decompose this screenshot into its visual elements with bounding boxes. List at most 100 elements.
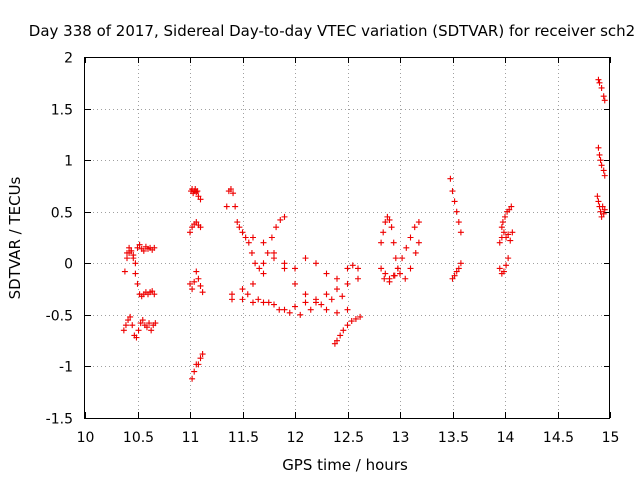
data-point [146,320,153,327]
data-point [197,355,204,362]
data-point [344,265,351,272]
data-point [323,291,330,298]
data-point [234,219,241,226]
data-point [344,306,351,313]
data-point [596,79,603,86]
data-point [498,224,505,231]
data-point [600,167,607,174]
data-point [276,306,283,313]
data-point [397,270,403,277]
data-point [250,234,256,241]
data-point [286,309,293,316]
data-point [133,334,140,341]
data-point [268,234,275,241]
data-point [323,270,330,277]
data-point [596,151,603,158]
data-point [508,203,515,210]
data-point [197,282,204,289]
data-point [199,289,206,296]
data-point [127,313,134,320]
data-point [394,265,401,272]
data-point [323,306,330,313]
data-point [134,280,141,287]
data-point [455,265,462,272]
data-point [260,239,267,246]
data-point [260,270,267,277]
data-point [271,301,277,308]
data-point [271,255,277,262]
data-point [500,229,507,236]
data-point [232,203,239,210]
data-point [120,327,127,334]
data-point [451,198,458,205]
data-point [334,275,340,282]
grid-layer [85,57,610,418]
data-point [302,291,309,298]
x-tick-label: 15 [602,430,620,446]
data-point [245,239,252,246]
data-point [447,175,454,182]
data-point [140,247,147,254]
series-sat-b [124,244,158,300]
x-tick-label: 14 [497,430,515,446]
series-sat-n [378,213,403,277]
data-point [382,219,389,226]
data-point [402,275,409,282]
data-point [352,315,359,322]
series-sat-j [229,275,361,313]
x-tick-label: 10 [77,430,95,446]
data-point [601,206,608,213]
data-point [403,244,410,251]
data-point [407,265,414,272]
data-point [255,296,262,303]
series-sat-h [223,186,288,272]
data-point [339,293,346,300]
series-sat-k [250,234,351,316]
data-point [126,244,133,251]
data-point [415,219,422,226]
y-tick-label: 1 [64,154,73,170]
data-point [415,239,422,246]
data-point [451,272,458,279]
x-tick-label: 12.5 [333,430,364,446]
data-point [239,296,246,303]
data-point [313,299,319,306]
data-point [382,270,389,277]
data-point [457,260,464,267]
y-tick-label: -1 [59,360,73,376]
series-sat-g [189,351,206,382]
data-point [189,375,196,382]
y-tick-label: 0 [64,257,73,273]
data-point [193,219,200,226]
data-point [506,206,513,213]
series-sat-d [188,186,204,203]
data-point [302,255,309,262]
data-point [381,275,388,282]
data-point [598,213,605,220]
data-point [189,286,196,293]
data-point [149,288,156,295]
data-point [189,224,196,231]
data-point [227,186,234,193]
data-point [509,229,516,236]
data-point [384,213,391,220]
series-sat-l [244,291,346,318]
data-point [244,291,251,298]
data-point [292,303,298,310]
data-point [598,84,605,91]
data-point [386,278,393,285]
data-point [595,76,602,83]
series-sat-t [496,229,516,246]
data-point [505,231,512,238]
y-tick-label: -1.5 [46,412,73,428]
data-point [264,249,271,256]
series-sat-u [496,255,512,277]
series-sat-c [121,241,158,275]
data-point [191,368,198,375]
x-tick-label: 12 [287,430,305,446]
data-point [281,306,288,313]
series-sat-r [449,260,464,282]
data-point [199,351,206,358]
data-point [132,260,139,267]
data-point [260,299,267,306]
